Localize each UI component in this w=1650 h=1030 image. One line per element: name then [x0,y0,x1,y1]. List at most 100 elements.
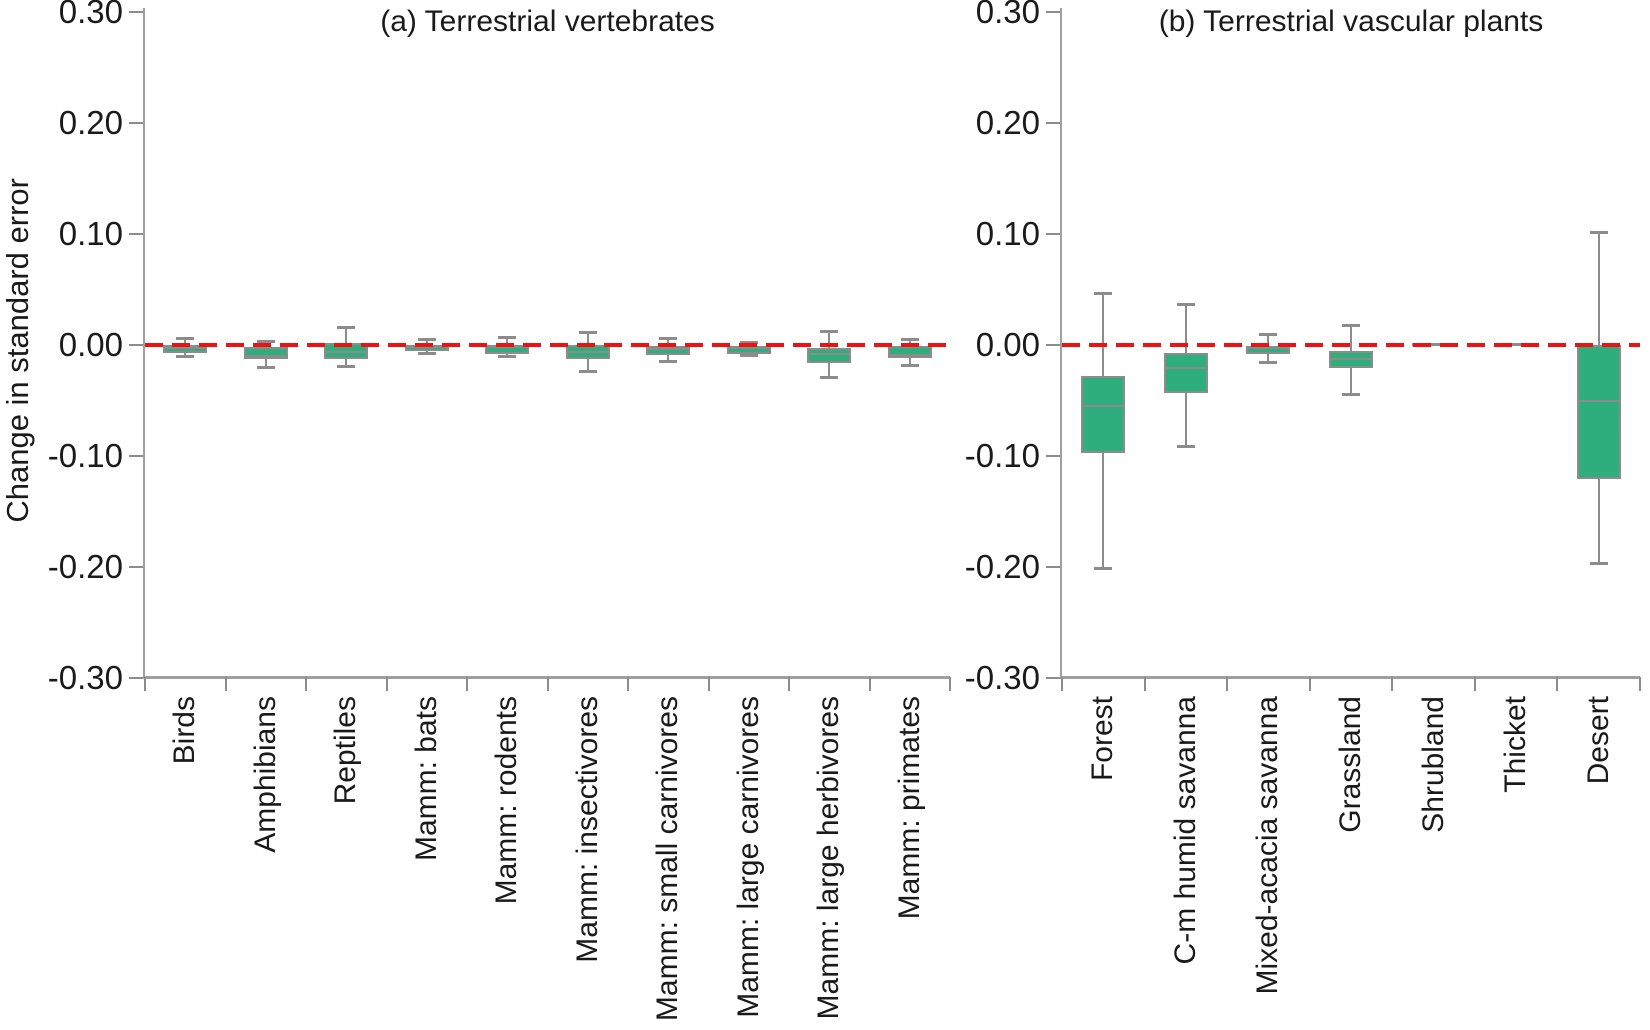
y-axis-line [1060,8,1062,679]
x-tick [1639,677,1641,691]
panel-b-title: (b) Terrestrial vascular plants [1158,5,1544,38]
box [1163,352,1208,393]
category-label: Mamm: large herbivores [812,696,846,1020]
box [243,347,288,360]
y-tick [129,344,143,346]
y-tick-label: -0.20 [47,548,123,585]
median-line [245,355,286,358]
whisker-cap-top [176,337,195,341]
x-tick [788,677,790,691]
box [726,346,771,354]
category-label: Desert [1581,696,1615,785]
zero-line [145,343,950,347]
box [1246,346,1291,354]
y-tick-label: -0.30 [47,659,123,696]
whisker-cap-bottom [820,376,839,380]
x-tick [949,677,951,691]
x-tick [305,677,307,691]
box [1081,376,1126,453]
category-label: Shrubland [1416,696,1450,833]
median-line [648,348,689,351]
whisker-cap-top [820,329,839,333]
y-tick-label: 0.20 [58,104,123,141]
whisker-cap-top [1342,324,1360,328]
y-tick [129,455,143,457]
whisker-cap-bottom [739,354,758,358]
y-tick [1046,122,1060,124]
whisker-cap-bottom [659,359,678,363]
whisker-cap-bottom [1342,392,1360,396]
whisker-cap-top [1259,332,1278,336]
x-tick [707,677,710,691]
x-tick [1473,677,1476,691]
whisker-cap-bottom [900,364,919,368]
category-label: Thicket [1499,696,1533,793]
x-tick [466,677,468,691]
x-tick [1143,677,1146,691]
median-line [487,346,528,349]
category-label: Amphibians [248,696,282,853]
y-tick-label: 0.30 [58,0,123,30]
median-line [1248,347,1289,350]
y-tick-label: -0.20 [964,548,1040,585]
whisker-cap-bottom [578,369,597,373]
x-tick [627,677,629,691]
category-label: Birds [168,696,202,765]
category-label: Mamm: rodents [490,696,524,905]
median-line [326,350,367,353]
category-label: Mamm: primates [892,696,926,920]
y-tick [129,566,143,568]
x-tick [546,677,549,691]
median-line [165,347,206,350]
category-label: Mamm: small carnivores [651,696,685,1022]
zero-line [1062,343,1640,347]
x-tick [385,677,388,691]
whisker-cap-bottom [176,355,195,359]
x-tick [224,677,227,691]
box [1576,345,1621,480]
x-tick [1556,677,1559,691]
y-tick-label: 0.00 [975,326,1040,363]
x-tick [1391,677,1394,691]
x-tick [1308,677,1311,691]
median-line [1165,367,1206,370]
whisker-cap-top [739,340,758,344]
y-tick [1046,11,1060,13]
median-line [567,350,608,353]
y-axis-line [143,8,145,679]
box [646,346,691,355]
y-tick [129,122,143,124]
x-tick [868,677,871,691]
whisker-cap-top [1589,230,1608,234]
y-tick [1046,677,1060,679]
median-line [1578,399,1619,402]
category-label: Forest [1086,696,1120,782]
category-label: C-m humid savanna [1168,696,1202,965]
y-tick-label: 0.10 [975,215,1040,252]
y-tick-label: -0.30 [964,659,1040,696]
median-line [889,353,930,356]
whisker-cap-top [1176,302,1195,306]
whisker-cap-bottom [1259,360,1278,364]
whisker-cap-top [659,337,678,341]
whisker-cap-bottom [417,351,436,355]
x-tick [1226,677,1229,691]
box [887,346,932,359]
whisker-cap-top [900,338,919,342]
y-tick [129,233,143,235]
median-line [406,346,447,349]
whisker-cap-bottom [1176,445,1195,449]
y-tick [1046,233,1060,235]
y-tick-label: 0.30 [975,0,1040,30]
whisker-cap-bottom [256,366,275,370]
y-tick-label: -0.10 [964,437,1040,474]
y-tick-label: -0.10 [47,437,123,474]
x-tick [1061,677,1063,691]
category-label: Mamm: insectivores [570,696,604,963]
whisker-cap-bottom [337,365,356,369]
whisker-cap-bottom [1589,561,1608,565]
panel-a-title: (a) Terrestrial vertebrates [380,5,715,38]
whisker-cap-bottom [498,355,517,359]
category-label: Reptiles [329,696,363,805]
